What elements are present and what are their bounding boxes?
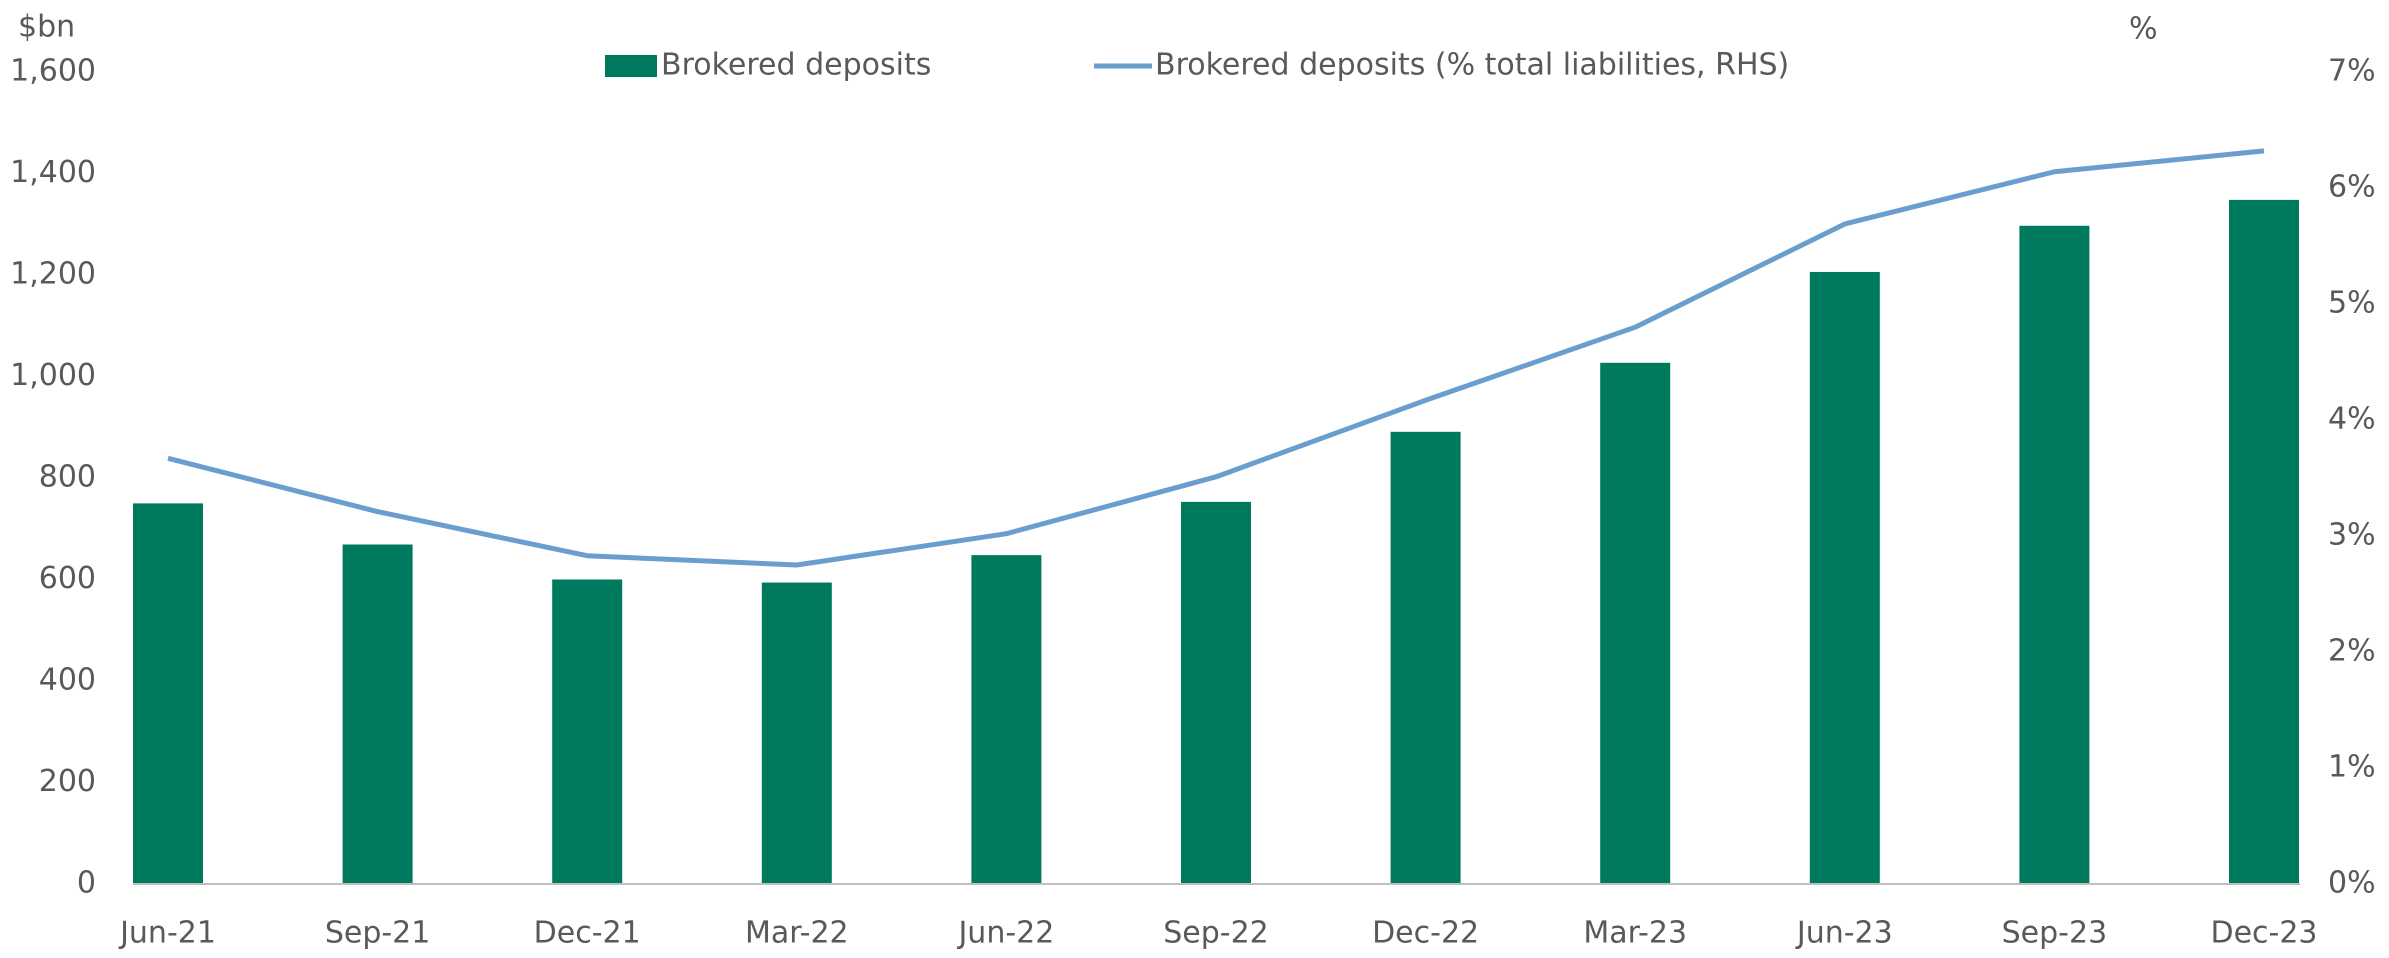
y2-axis-title: %	[2129, 12, 2158, 47]
bar	[342, 544, 413, 884]
y-tick-label: 200	[39, 764, 96, 799]
y-tick-label: 1,200	[10, 257, 96, 292]
y-tick-label: 400	[39, 663, 96, 698]
x-tick-label: Dec-23	[2210, 916, 2317, 951]
y-tick-label: 1,600	[10, 54, 96, 89]
bar	[2019, 225, 2090, 884]
y-axis-title: $bn	[18, 10, 75, 45]
y2-tick-label: 4%	[2328, 402, 2376, 437]
y-tick-label: 1,400	[10, 155, 96, 190]
legend-label: Brokered deposits (% total liabilities, …	[1155, 48, 1789, 83]
line	[167, 148, 2265, 568]
y-tick-label: 1,000	[10, 358, 96, 393]
x-tick-label: Mar-22	[745, 916, 849, 951]
bar	[1600, 362, 1671, 884]
x-tick-label: Jun-22	[956, 916, 1054, 951]
legend-label: Brokered deposits	[661, 48, 931, 83]
bar	[1390, 431, 1461, 884]
bar	[1181, 501, 1251, 884]
y-tick-label: 800	[39, 460, 96, 495]
x-tick-label: Jun-21	[118, 916, 216, 951]
x-tick-label: Jun-23	[1795, 916, 1893, 951]
x-tick-label: Mar-23	[1583, 916, 1687, 951]
bar	[761, 582, 832, 884]
y2-tick-label: 2%	[2328, 634, 2376, 669]
bar	[2229, 199, 2299, 884]
y-tick-label: 0	[77, 866, 96, 901]
x-tick-label: Sep-22	[1163, 916, 1269, 951]
y2-tick-label: 7%	[2328, 54, 2376, 89]
bar	[1809, 271, 1880, 885]
y-tick-label: 600	[39, 561, 96, 596]
y2-tick-label: 6%	[2328, 170, 2376, 205]
x-tick-label: Dec-22	[1372, 916, 1479, 951]
legend-swatch	[605, 55, 657, 77]
x-tick-label: Dec-21	[534, 916, 641, 951]
bar	[552, 579, 623, 884]
y2-tick-label: 1%	[2328, 750, 2376, 785]
y2-tick-label: 3%	[2328, 518, 2376, 553]
bar	[971, 555, 1042, 884]
x-tick-label: Sep-21	[325, 916, 431, 951]
y2-tick-label: 5%	[2328, 286, 2376, 321]
bar	[133, 503, 203, 884]
x-tick-label: Sep-23	[2002, 916, 2108, 951]
y2-tick-label: 0%	[2328, 866, 2376, 901]
